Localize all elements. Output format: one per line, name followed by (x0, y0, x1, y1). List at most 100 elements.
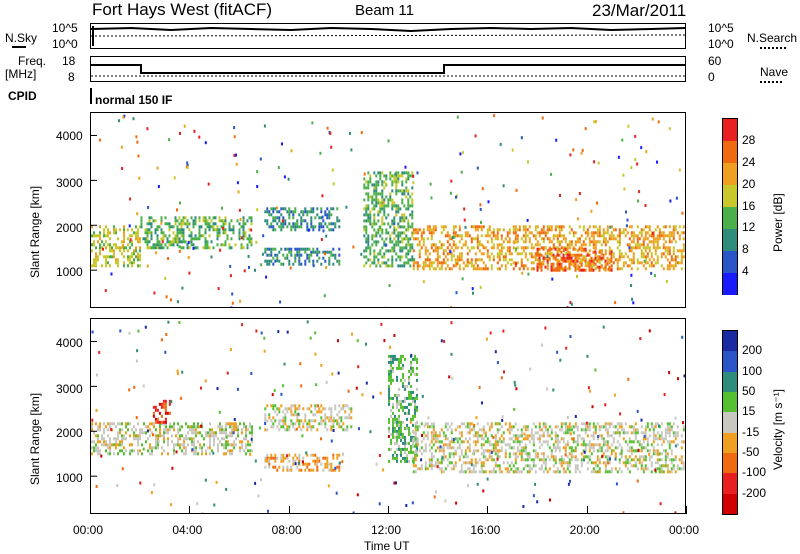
colorbar-tick-label: 12 (742, 220, 756, 235)
heatmap-cell (290, 149, 293, 153)
heatmap-cell (239, 218, 242, 221)
colorbar-segment (723, 473, 737, 495)
heatmap-cell (434, 464, 437, 468)
heatmap-cell (540, 231, 543, 235)
heatmap-cell (476, 246, 479, 250)
heatmap-cell (654, 237, 657, 241)
date-title: 23/Mar/2011 (592, 1, 687, 20)
heatmap-cell (292, 222, 295, 226)
velocity-colorbar-label: Velocity [m s⁻¹] (771, 388, 785, 470)
heatmap-cell (365, 240, 368, 244)
heatmap-cell (131, 228, 133, 232)
heatmap-cell (540, 253, 543, 257)
heatmap-cell (320, 216, 323, 220)
heatmap-cell (395, 481, 397, 485)
heatmap-cell (668, 264, 671, 268)
heatmap-cell (194, 222, 197, 226)
heatmap-cell (246, 243, 249, 247)
heatmap-cell (338, 468, 341, 472)
heatmap-cell (485, 337, 488, 341)
heatmap-cell (328, 462, 331, 466)
heatmap-cell (586, 253, 589, 257)
heatmap-cell (424, 258, 427, 262)
heatmap-cell (197, 452, 199, 456)
heatmap-cell (590, 262, 593, 266)
heatmap-cell (117, 261, 119, 265)
heatmap-cell (476, 431, 479, 435)
heatmap-cell (113, 225, 115, 229)
heatmap-cell (506, 261, 509, 265)
heatmap-cell (598, 268, 601, 272)
heatmap-cell (265, 275, 268, 279)
heatmap-cell (420, 458, 423, 462)
heatmap-cell (580, 246, 583, 250)
heatmap-cell (292, 462, 295, 466)
heatmap-cell (164, 216, 167, 220)
heatmap-cell (243, 422, 245, 426)
heatmap-cell (508, 237, 511, 241)
heatmap-cell (588, 268, 591, 272)
heatmap-cell (193, 422, 195, 426)
heatmap-cell (411, 255, 414, 259)
heatmap-cell (420, 464, 423, 468)
heatmap-cell (592, 264, 595, 268)
heatmap-cell (324, 213, 327, 217)
heatmap-cell (622, 461, 625, 465)
heatmap-cell (310, 410, 313, 414)
heatmap-cell (448, 443, 451, 447)
heatmap-cell (592, 240, 595, 244)
heatmap-cell (678, 467, 681, 471)
heatmap-cell (644, 234, 647, 238)
heatmap-cell (238, 234, 241, 238)
heatmap-cell (532, 422, 535, 426)
heatmap-cell (137, 264, 139, 268)
heatmap-cell (202, 219, 205, 223)
heatmap-cell (580, 452, 583, 456)
heatmap-cell (185, 434, 187, 438)
heatmap-cell (549, 498, 551, 502)
heatmap-cell (592, 422, 595, 426)
heatmap-cell (288, 247, 291, 251)
heatmap-cell (470, 428, 473, 432)
heatmap-cell (173, 176, 176, 180)
heatmap-cell (638, 443, 641, 447)
heatmap-cell (524, 228, 527, 232)
heatmap-cell (420, 467, 423, 471)
heatmap-cell (395, 207, 398, 211)
heatmap-cell (304, 462, 307, 466)
heatmap-cell (338, 247, 341, 251)
heatmap-cell (326, 416, 329, 420)
heatmap-cell (502, 255, 505, 259)
heatmap-cell (405, 228, 408, 232)
heatmap-cell (396, 366, 398, 370)
heatmap-cell (530, 246, 533, 250)
heatmap-cell (133, 425, 135, 429)
heatmap-cell (500, 446, 503, 450)
heatmap-cell (680, 258, 683, 262)
heatmap-cell (556, 225, 559, 229)
heatmap-cell (192, 219, 195, 223)
heatmap-cell (391, 255, 394, 259)
heatmap-cell (536, 262, 539, 266)
heatmap-cell (389, 264, 392, 268)
heatmap-cell (438, 240, 441, 244)
colorbar-tick-label: 8 (742, 242, 749, 257)
heatmap-cell (592, 443, 595, 447)
heatmap-cell (622, 255, 625, 259)
heatmap-cell (650, 264, 653, 268)
heatmap-cell (568, 458, 571, 462)
heatmap-cell (414, 354, 416, 358)
heatmap-cell (408, 402, 410, 406)
heatmap-cell (204, 222, 207, 226)
freq-trace (91, 64, 685, 77)
heatmap-cell (564, 256, 567, 260)
heatmap-cell (636, 234, 639, 238)
heatmap-cell (264, 456, 267, 460)
heatmap-cell (123, 249, 125, 253)
heatmap-cell (199, 431, 201, 435)
heatmap-cell (190, 234, 193, 238)
heatmap-cell (110, 272, 113, 276)
heatmap-cell (363, 177, 366, 181)
x-tick-label: 20:00 (569, 523, 600, 537)
heatmap-cell (618, 434, 621, 438)
